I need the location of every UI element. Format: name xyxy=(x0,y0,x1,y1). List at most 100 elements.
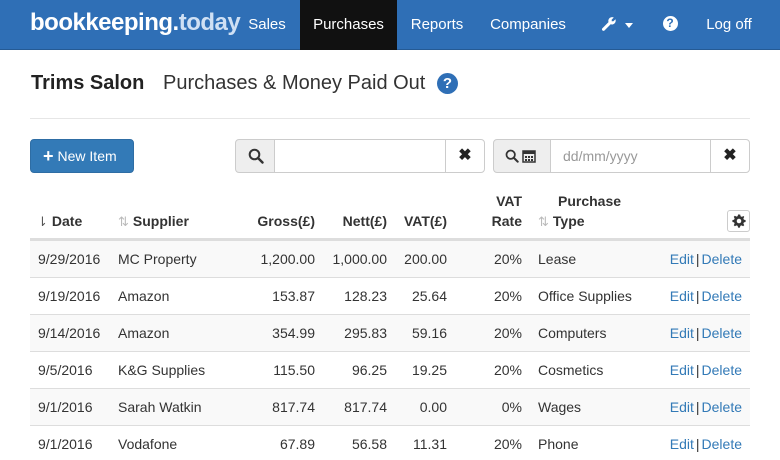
delete-link[interactable]: Delete xyxy=(701,436,742,452)
cell-vat: 19.25 xyxy=(411,362,447,378)
cell-date: 9/19/2016 xyxy=(38,288,101,304)
cell-date: 9/5/2016 xyxy=(38,362,93,378)
plus-icon: + xyxy=(43,146,54,166)
cell-vat-rate: 20% xyxy=(493,325,522,341)
sort-icon: ⇅ xyxy=(538,214,549,229)
new-item-label: New Item xyxy=(57,148,117,164)
column-header-supplier-label: Supplier xyxy=(132,213,189,229)
nav-companies[interactable]: Companies xyxy=(490,16,566,33)
help-icon: ? xyxy=(662,16,678,32)
top-navbar: bookkeeping.today Sales Purchases Report… xyxy=(0,0,780,50)
column-header-vat-rate-line2: Rate xyxy=(491,213,522,229)
nav-reports[interactable]: Reports xyxy=(410,16,464,33)
table-row: 9/29/2016 MC Property 1,200.00 1,000.00 200.… xyxy=(30,240,750,277)
cell-nett: 128.23 xyxy=(344,288,387,304)
cell-vat: 200.00 xyxy=(404,251,447,267)
cell-supplier: MC Property xyxy=(118,251,197,267)
row-actions: Edit | Delete xyxy=(670,426,742,460)
action-separator: | xyxy=(695,288,700,304)
nav-sales[interactable]: Sales xyxy=(248,16,286,33)
edit-link[interactable]: Edit xyxy=(669,399,694,415)
row-actions: Edit | Delete xyxy=(670,241,742,277)
cell-nett: 96.25 xyxy=(351,362,387,378)
date-addon xyxy=(493,139,551,173)
row-actions: Edit | Delete xyxy=(670,389,742,425)
nav-tools-dropdown[interactable] xyxy=(592,0,642,50)
row-actions: Edit | Delete xyxy=(670,352,742,388)
nav-help[interactable]: ? xyxy=(650,0,690,50)
brand-logo[interactable]: bookkeeping.today xyxy=(30,9,241,37)
cell-vat-rate: 20% xyxy=(493,251,522,267)
cell-vat: 0.00 xyxy=(419,399,447,415)
brand-part-1: bookkeeping xyxy=(30,9,173,36)
cell-date: 9/29/2016 xyxy=(38,251,101,267)
column-header-vat-rate: VAT Rate xyxy=(492,191,522,231)
new-item-button[interactable]: + New Item xyxy=(30,139,134,173)
delete-link[interactable]: Delete xyxy=(701,362,742,378)
chevron-down-icon xyxy=(625,22,634,28)
cell-vat-rate: 20% xyxy=(493,362,522,378)
edit-link[interactable]: Edit xyxy=(669,325,694,341)
cell-vat-rate: 0% xyxy=(501,399,522,415)
delete-link[interactable]: Delete xyxy=(701,251,742,267)
header-divider xyxy=(30,118,750,119)
action-separator: | xyxy=(695,251,700,267)
cell-vat: 25.64 xyxy=(411,288,447,304)
edit-link[interactable]: Edit xyxy=(669,362,694,378)
action-separator: | xyxy=(695,362,700,378)
cell-supplier: Sarah Watkin xyxy=(118,399,202,415)
cell-purchase-type: Phone xyxy=(538,436,579,452)
search-addon xyxy=(235,139,275,173)
row-actions: Edit | Delete xyxy=(670,315,742,351)
page-help-icon[interactable]: ? xyxy=(437,73,458,94)
delete-link[interactable]: Delete xyxy=(701,325,742,341)
table-row: 9/19/2016 Amazon 153.87 128.23 25.64 20% Offic… xyxy=(30,277,750,314)
search-icon xyxy=(505,149,519,163)
nav-purchases[interactable]: Purchases xyxy=(300,0,397,50)
cell-date: 9/14/2016 xyxy=(38,325,101,341)
edit-link[interactable]: Edit xyxy=(669,436,694,452)
delete-link[interactable]: Delete xyxy=(701,288,742,304)
edit-link[interactable]: Edit xyxy=(669,251,694,267)
cell-purchase-type: Office Supplies xyxy=(538,288,632,304)
cell-vat: 59.16 xyxy=(411,325,447,341)
cell-nett: 817.74 xyxy=(344,399,387,415)
column-settings-button[interactable] xyxy=(727,210,750,232)
cell-gross: 354.99 xyxy=(272,325,315,341)
action-separator: | xyxy=(695,436,700,452)
cell-supplier: K&G Supplies xyxy=(118,362,206,378)
calendar-icon xyxy=(522,150,536,163)
cell-purchase-type: Lease xyxy=(538,251,577,267)
wrench-icon xyxy=(601,16,616,31)
cell-purchase-type: Cosmetics xyxy=(538,362,604,378)
column-header-supplier[interactable]: ⇅ Supplier xyxy=(118,211,189,232)
cell-gross: 1,200.00 xyxy=(260,251,316,267)
table-row: 9/5/2016 K&G Supplies 115.50 96.25 19.25 20% C… xyxy=(30,351,750,388)
cell-gross: 817.74 xyxy=(272,399,315,415)
cell-vat-rate: 20% xyxy=(493,436,522,452)
cell-supplier: Vodafone xyxy=(118,436,178,452)
cell-vat-rate: 20% xyxy=(493,288,522,304)
company-name: Trims Salon xyxy=(31,72,145,94)
table-row: 9/1/2016 Vodafone 67.89 56.58 11.31 20% Phone E… xyxy=(30,425,750,460)
action-separator: | xyxy=(695,399,700,415)
cell-date: 9/1/2016 xyxy=(38,399,93,415)
column-header-vat: VAT(£) xyxy=(403,213,447,229)
page-title: Purchases & Money Paid Out xyxy=(163,72,426,94)
column-header-purchase-type[interactable]: Purchase ⇅ Type xyxy=(538,191,621,232)
column-header-date[interactable]: ⇂ Date xyxy=(37,211,82,232)
gear-icon xyxy=(731,214,746,228)
cell-purchase-type: Computers xyxy=(538,325,607,341)
clear-date-button[interactable]: ✖ xyxy=(710,139,750,173)
cell-vat: 11.31 xyxy=(413,436,447,452)
column-header-vat-rate-line1: VAT xyxy=(496,193,522,209)
search-input[interactable] xyxy=(274,139,446,173)
edit-link[interactable]: Edit xyxy=(669,288,694,304)
nav-log-off[interactable]: Log off xyxy=(706,16,752,33)
row-actions: Edit | Delete xyxy=(670,278,742,314)
delete-link[interactable]: Delete xyxy=(701,399,742,415)
clear-search-button[interactable]: ✖ xyxy=(445,139,485,173)
cell-nett: 1,000.00 xyxy=(332,251,388,267)
date-filter-input[interactable] xyxy=(550,139,711,173)
cell-nett: 56.58 xyxy=(351,436,387,452)
